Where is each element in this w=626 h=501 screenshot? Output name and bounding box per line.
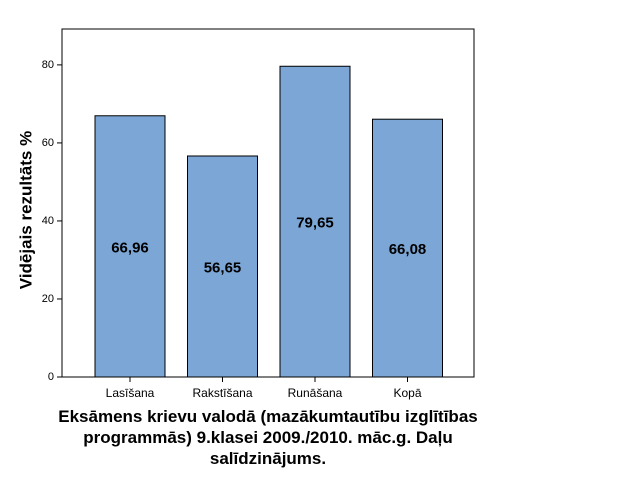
bar <box>187 155 258 378</box>
value-label: 66,08 <box>389 241 427 258</box>
y-tick-label: 60 <box>42 137 54 149</box>
x-tick-label: Lasīšana <box>106 386 155 400</box>
x-tick-label: Kopā <box>393 386 421 400</box>
x-axis-title: Eksāmens krievu valodā (mazākumtautību i… <box>58 407 478 468</box>
y-tick-label: 20 <box>42 293 54 305</box>
value-label: 66,96 <box>111 239 149 256</box>
y-tick-label: 40 <box>42 215 54 227</box>
y-axis-title: Vidējais rezultāts % <box>16 131 35 289</box>
value-label: 56,65 <box>204 259 242 276</box>
value-label: 79,65 <box>296 215 334 232</box>
y-tick-label: 80 <box>42 59 54 71</box>
bar <box>372 118 443 378</box>
x-tick-label: Runāšana <box>288 386 343 400</box>
bar <box>279 65 351 378</box>
y-tick-label: 0 <box>48 371 54 383</box>
x-tick-label: Rakstīšana <box>192 386 252 400</box>
bar <box>94 115 166 378</box>
